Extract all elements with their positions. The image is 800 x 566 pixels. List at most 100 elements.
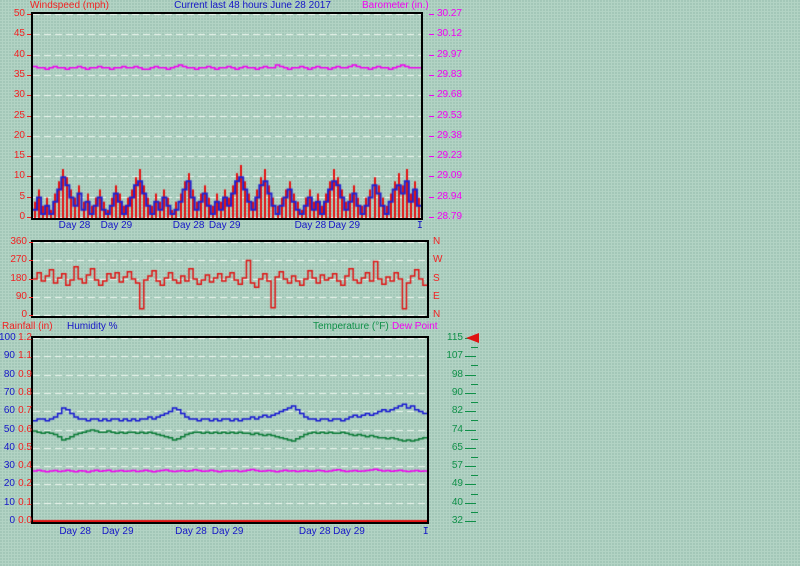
- barometer-tick-mark: [429, 116, 434, 117]
- temperature-tick-label: 57: [437, 461, 463, 471]
- humidity-tick-label: 20: [0, 479, 15, 489]
- barometer-tick-label: 30.27: [437, 9, 462, 19]
- compass-direction-label: N: [433, 237, 440, 247]
- x-axis-label: Day 29: [96, 221, 136, 231]
- compass-direction-label: E: [433, 292, 440, 302]
- barometer-axis-label: Barometer (in.): [362, 1, 429, 11]
- x-axis-label: Day 28: [169, 221, 209, 231]
- humidity-tick-label: 100: [0, 333, 15, 343]
- windspeed-tick-label: 0: [0, 212, 25, 222]
- barometer-tick-mark: [429, 136, 434, 137]
- x-axis-label: Day 28: [171, 527, 211, 537]
- temperature-tick-mark: [465, 484, 476, 485]
- chart-title: Current last 48 hours June 28 2017: [140, 1, 365, 11]
- temperature-minor-tick-mark: [471, 365, 478, 366]
- temperature-tick-mark: [465, 430, 476, 431]
- rainfall-tick-label: 1.2: [15, 333, 32, 343]
- temperature-axis-label: Temperature (°F): [313, 322, 389, 332]
- barometer-tick-label: 28.79: [437, 212, 462, 222]
- barometer-tick-label: 29.09: [437, 171, 462, 181]
- wind-direction-tick-label: 180: [0, 274, 27, 284]
- x-axis-label: Day 29: [98, 527, 138, 537]
- temperature-tick-label: 115: [437, 333, 463, 343]
- barometer-tick-label: 29.23: [437, 151, 462, 161]
- windspeed-tick-mark: [27, 176, 31, 177]
- rainfall-tick-label: 0.0: [15, 516, 32, 526]
- windspeed-barometer-chart-canvas: [33, 14, 421, 218]
- temperature-tick-mark: [465, 521, 476, 522]
- x-axis-label: Day 29: [208, 527, 248, 537]
- windspeed-tick-mark: [27, 55, 31, 56]
- compass-direction-label: S: [433, 274, 440, 284]
- wind-direction-chart-canvas: [33, 242, 427, 316]
- rainfall-tick-label: 0.5: [15, 443, 32, 453]
- windspeed-tick-mark: [27, 116, 31, 117]
- rainfall-tick-label: 0.9: [15, 370, 32, 380]
- windspeed-tick-mark: [27, 75, 31, 76]
- temperature-minor-tick-mark: [471, 475, 478, 476]
- humidity-axis-label: Humidity %: [67, 322, 118, 332]
- compass-direction-label: N: [433, 310, 440, 320]
- windspeed-tick-mark: [27, 156, 31, 157]
- wind-direction-chart-plot-frame: [31, 240, 429, 318]
- barometer-tick-mark: [429, 95, 434, 96]
- x-axis-label: Day 28: [55, 527, 95, 537]
- rainfall-tick-label: 0.7: [15, 406, 32, 416]
- temperature-tick-mark: [465, 466, 476, 467]
- windspeed-axis-label: Windspeed (mph): [30, 1, 109, 11]
- rainfall-tick-label: 0.2: [15, 479, 32, 489]
- windspeed-tick-label: 30: [0, 90, 25, 100]
- dew-point-axis-label: Dew Point: [392, 322, 438, 332]
- windspeed-tick-mark: [27, 217, 31, 218]
- x-axis-label: Day 29: [329, 527, 369, 537]
- wind-direction-tick-mark: [29, 260, 33, 261]
- wind-direction-tick-mark: [29, 315, 33, 316]
- windspeed-tick-mark: [27, 14, 31, 15]
- temperature-minor-tick-mark: [471, 347, 478, 348]
- temperature-tick-mark: [465, 356, 476, 357]
- temperature-minor-tick-mark: [471, 494, 478, 495]
- temperature-tick-mark: [465, 448, 476, 449]
- temperature-tick-label: 49: [437, 479, 463, 489]
- rainfall-tick-label: 0.1: [15, 498, 32, 508]
- barometer-tick-label: 29.83: [437, 70, 462, 80]
- barometer-tick-mark: [429, 176, 434, 177]
- humidity-tick-label: 80: [0, 370, 15, 380]
- temperature-tick-label: 74: [437, 425, 463, 435]
- temperature-minor-tick-mark: [471, 420, 478, 421]
- humidity-temperature-chart-plot-frame: [31, 336, 429, 524]
- windspeed-tick-mark: [27, 136, 31, 137]
- barometer-tick-mark: [429, 197, 434, 198]
- barometer-tick-mark: [429, 14, 434, 15]
- windspeed-tick-label: 25: [0, 111, 25, 121]
- rainfall-tick-label: 0.4: [15, 461, 32, 471]
- temperature-minor-tick-mark: [471, 402, 478, 403]
- wind-direction-tick-mark: [29, 242, 33, 243]
- barometer-tick-label: 29.68: [437, 90, 462, 100]
- temperature-tick-label: 40: [437, 498, 463, 508]
- x-axis-label: Day 29: [324, 221, 364, 231]
- windspeed-tick-label: 35: [0, 70, 25, 80]
- barometer-tick-label: 29.38: [437, 131, 462, 141]
- barometer-tick-mark: [429, 34, 434, 35]
- wind-direction-tick-label: 270: [0, 255, 27, 265]
- windspeed-tick-mark: [27, 95, 31, 96]
- windspeed-tick-label: 45: [0, 29, 25, 39]
- windspeed-tick-label: 40: [0, 50, 25, 60]
- rainfall-tick-label: 0.6: [15, 425, 32, 435]
- barometer-tick-label: 29.53: [437, 111, 462, 121]
- windspeed-tick-label: 20: [0, 131, 25, 141]
- windspeed-tick-label: 5: [0, 192, 25, 202]
- x-axis-label: Day 28: [55, 221, 95, 231]
- humidity-tick-label: 90: [0, 351, 15, 361]
- temperature-tick-label: 98: [437, 370, 463, 380]
- windspeed-tick-label: 15: [0, 151, 25, 161]
- x-axis-label: Day 29: [205, 221, 245, 231]
- temperature-tick-label: 82: [437, 406, 463, 416]
- humidity-tick-label: 40: [0, 443, 15, 453]
- rainfall-tick-label: 1.1: [15, 351, 32, 361]
- humidity-tick-label: 10: [0, 498, 15, 508]
- wind-direction-tick-label: 360: [0, 237, 27, 247]
- compass-direction-label: W: [433, 255, 442, 265]
- humidity-tick-label: 50: [0, 425, 15, 435]
